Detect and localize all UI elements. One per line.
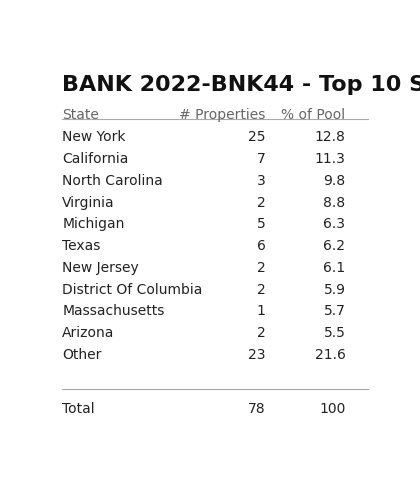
Text: % of Pool: % of Pool	[281, 108, 345, 122]
Text: New York: New York	[62, 131, 126, 145]
Text: Arizona: Arizona	[62, 326, 115, 340]
Text: 2: 2	[257, 282, 266, 297]
Text: 11.3: 11.3	[315, 152, 345, 166]
Text: BANK 2022-BNK44 - Top 10 States: BANK 2022-BNK44 - Top 10 States	[62, 75, 420, 95]
Text: 5: 5	[257, 217, 266, 231]
Text: 6.2: 6.2	[323, 239, 345, 253]
Text: 2: 2	[257, 261, 266, 275]
Text: New Jersey: New Jersey	[62, 261, 139, 275]
Text: Michigan: Michigan	[62, 217, 125, 231]
Text: # Properties: # Properties	[179, 108, 266, 122]
Text: 9.8: 9.8	[323, 174, 345, 188]
Text: District Of Columbia: District Of Columbia	[62, 282, 202, 297]
Text: Other: Other	[62, 348, 102, 362]
Text: 6: 6	[257, 239, 266, 253]
Text: 100: 100	[319, 402, 345, 415]
Text: 2: 2	[257, 326, 266, 340]
Text: Virginia: Virginia	[62, 196, 115, 210]
Text: Texas: Texas	[62, 239, 101, 253]
Text: California: California	[62, 152, 129, 166]
Text: 21.6: 21.6	[315, 348, 345, 362]
Text: 3: 3	[257, 174, 266, 188]
Text: Total: Total	[62, 402, 95, 415]
Text: 23: 23	[248, 348, 266, 362]
Text: 5.9: 5.9	[323, 282, 345, 297]
Text: 12.8: 12.8	[315, 131, 345, 145]
Text: 5.7: 5.7	[323, 304, 345, 318]
Text: 7: 7	[257, 152, 266, 166]
Text: 25: 25	[248, 131, 266, 145]
Text: 6.1: 6.1	[323, 261, 345, 275]
Text: 6.3: 6.3	[323, 217, 345, 231]
Text: State: State	[62, 108, 99, 122]
Text: North Carolina: North Carolina	[62, 174, 163, 188]
Text: 1: 1	[257, 304, 266, 318]
Text: 8.8: 8.8	[323, 196, 345, 210]
Text: 2: 2	[257, 196, 266, 210]
Text: 5.5: 5.5	[323, 326, 345, 340]
Text: 78: 78	[248, 402, 266, 415]
Text: Massachusetts: Massachusetts	[62, 304, 165, 318]
